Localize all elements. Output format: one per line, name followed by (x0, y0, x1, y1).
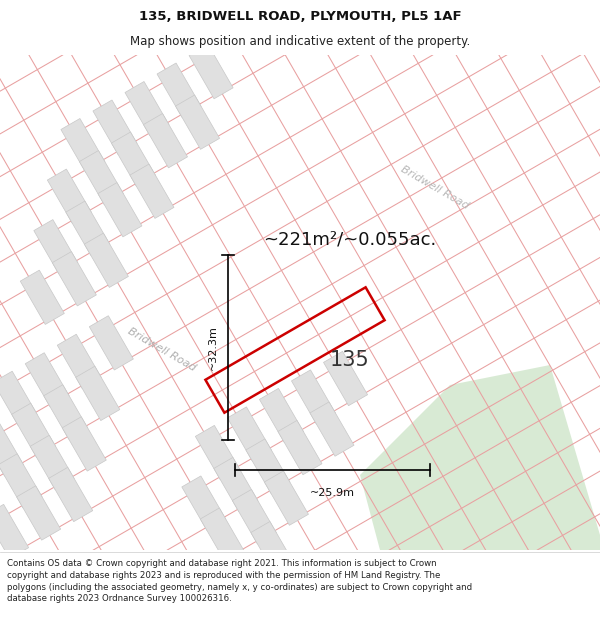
Polygon shape (265, 471, 308, 525)
Polygon shape (30, 435, 74, 489)
Polygon shape (143, 114, 188, 168)
Polygon shape (93, 100, 137, 154)
Text: ~32.3m: ~32.3m (208, 325, 218, 370)
Polygon shape (17, 486, 61, 540)
Polygon shape (49, 468, 93, 522)
Text: 135: 135 (330, 350, 370, 370)
Polygon shape (44, 385, 88, 439)
Polygon shape (79, 151, 124, 205)
Polygon shape (52, 252, 97, 306)
Polygon shape (47, 169, 91, 223)
Polygon shape (112, 132, 155, 186)
Text: Bridwell Road: Bridwell Road (126, 326, 198, 374)
Polygon shape (227, 407, 271, 461)
Text: Bridwell Road: Bridwell Road (399, 164, 471, 211)
Polygon shape (176, 95, 220, 149)
Polygon shape (0, 454, 42, 508)
Polygon shape (259, 388, 304, 442)
Polygon shape (0, 371, 37, 426)
Polygon shape (182, 476, 226, 530)
Polygon shape (246, 439, 290, 493)
Polygon shape (66, 201, 110, 256)
Polygon shape (98, 182, 142, 237)
Polygon shape (292, 370, 335, 424)
Polygon shape (62, 417, 106, 471)
Polygon shape (214, 458, 258, 512)
Text: Map shows position and indicative extent of the property.: Map shows position and indicative extent… (130, 35, 470, 48)
Text: ~25.9m: ~25.9m (310, 488, 355, 498)
Polygon shape (125, 81, 169, 136)
Polygon shape (232, 489, 277, 544)
Polygon shape (20, 270, 64, 324)
Text: 135, BRIDWELL ROAD, PLYMOUTH, PL5 1AF: 135, BRIDWELL ROAD, PLYMOUTH, PL5 1AF (139, 10, 461, 23)
Polygon shape (25, 352, 69, 407)
Text: Contains OS data © Crown copyright and database right 2021. This information is : Contains OS data © Crown copyright and d… (7, 559, 472, 603)
Polygon shape (310, 402, 354, 456)
Polygon shape (323, 351, 368, 406)
Polygon shape (61, 119, 105, 172)
Polygon shape (57, 334, 101, 389)
Polygon shape (278, 421, 322, 475)
Polygon shape (200, 508, 244, 562)
Polygon shape (130, 164, 174, 218)
Polygon shape (34, 219, 78, 274)
Polygon shape (0, 422, 23, 476)
Polygon shape (0, 504, 29, 559)
Polygon shape (251, 521, 295, 576)
Polygon shape (76, 366, 120, 421)
Polygon shape (11, 403, 56, 458)
Polygon shape (85, 233, 128, 288)
Polygon shape (157, 63, 201, 118)
Polygon shape (89, 316, 133, 370)
Polygon shape (189, 44, 233, 99)
Polygon shape (196, 426, 239, 480)
Text: ~221m²/~0.055ac.: ~221m²/~0.055ac. (263, 231, 437, 249)
Polygon shape (360, 365, 600, 550)
